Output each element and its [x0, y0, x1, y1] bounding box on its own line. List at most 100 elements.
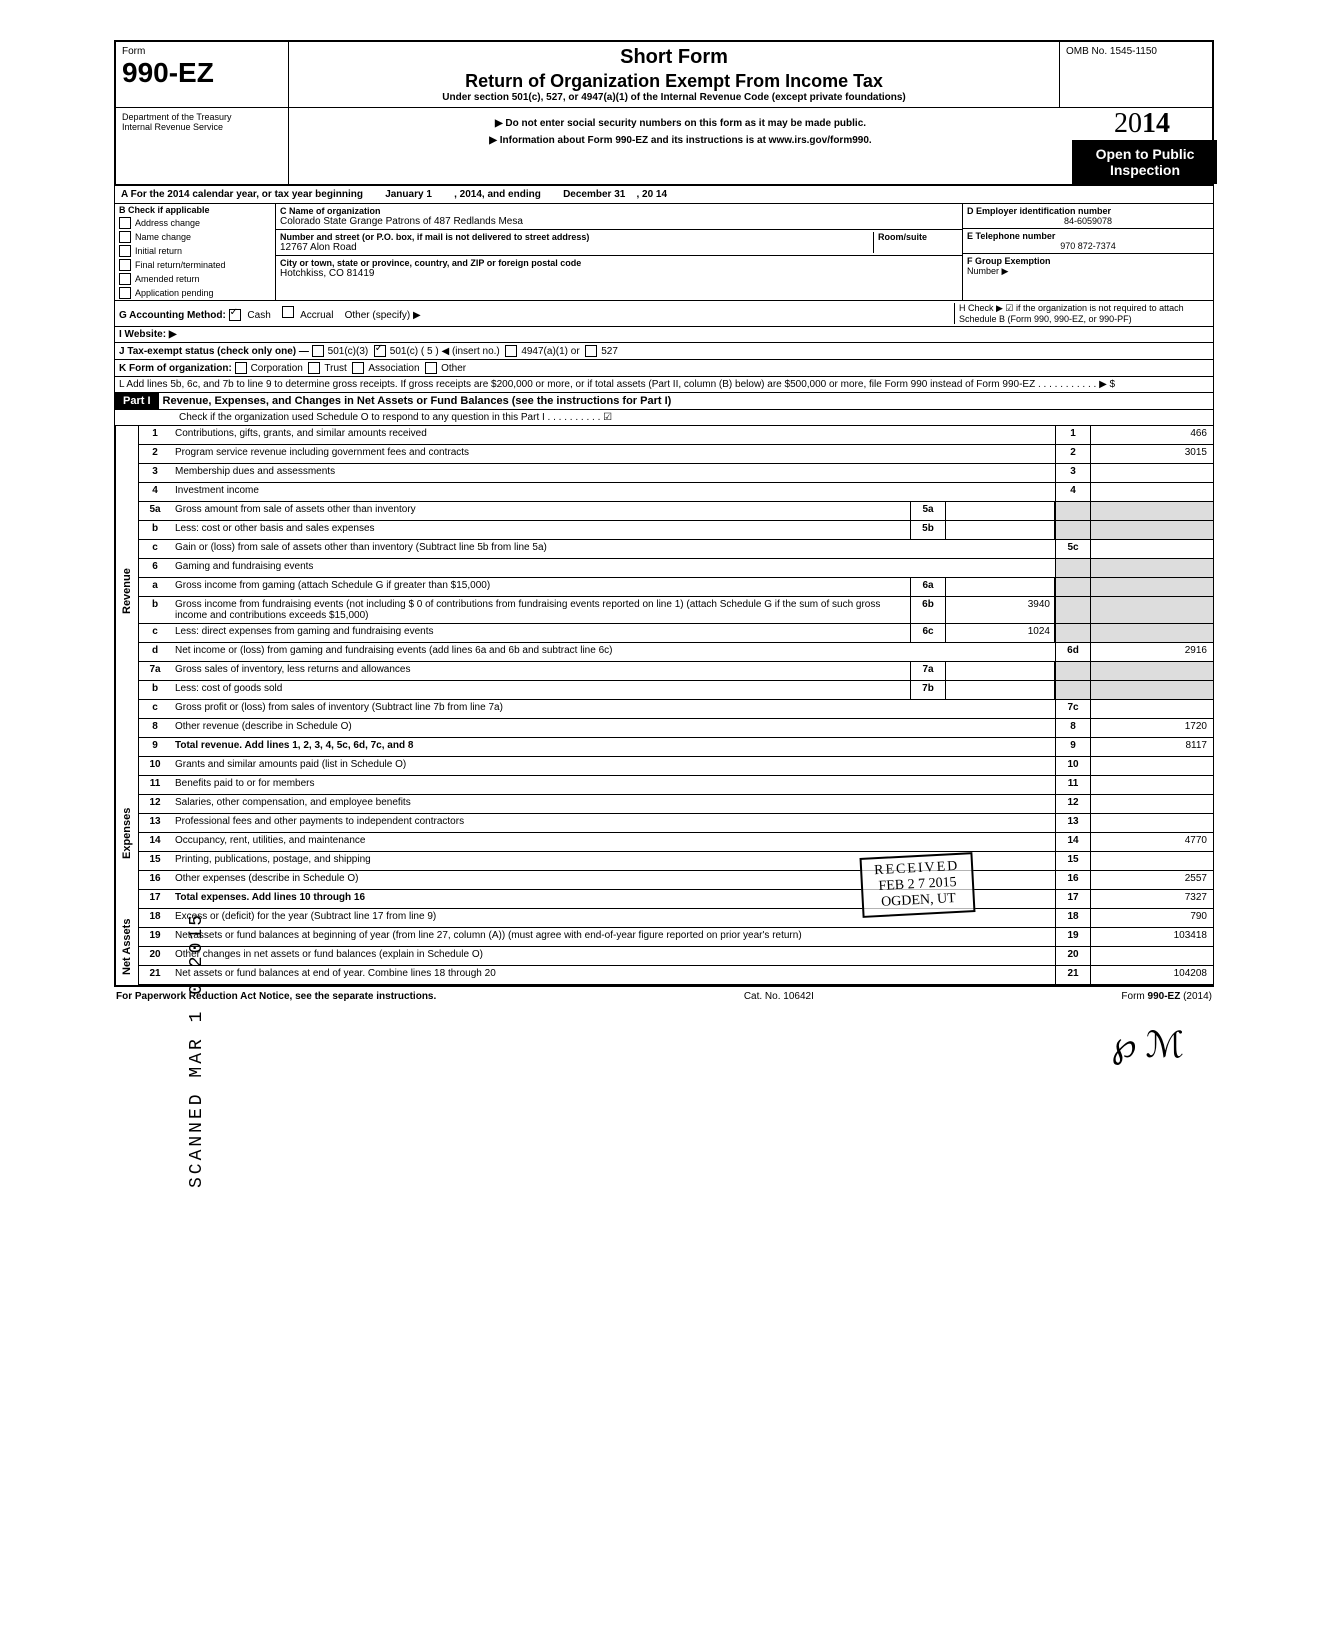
ty-mid: , 2014, and ending — [454, 189, 541, 200]
checkbox-grid: B Check if applicable Address change Nam… — [114, 204, 1214, 301]
open-public: Open to Public Inspection — [1072, 140, 1217, 184]
title-box: Short Form Return of Organization Exempt… — [289, 42, 1060, 107]
d-label: D Employer identification number — [967, 206, 1209, 216]
j-a1: 4947(a)(1) or — [521, 346, 579, 357]
b-label: B Check if applicable — [115, 204, 275, 216]
addr-row: Number and street (or P.O. box, if mail … — [276, 230, 962, 256]
revenue-label: Revenue — [115, 426, 138, 757]
k-other: Other — [441, 363, 466, 374]
footer-row: For Paperwork Reduction Act Notice, see … — [114, 985, 1214, 1006]
return-title: Return of Organization Exempt From Incom… — [293, 71, 1055, 92]
j-row: J Tax-exempt status (check only one) — 5… — [114, 343, 1214, 360]
form-990ez: SCANNED MAR 1 0 2015 Form 990-EZ Short F… — [114, 40, 1214, 1006]
e-cell: E Telephone number 970 872-7374 — [963, 229, 1213, 254]
f-label: F Group Exemption — [967, 256, 1209, 266]
dept-box: Department of the Treasury Internal Reve… — [116, 108, 289, 184]
g-accrual-chk[interactable] — [282, 306, 294, 318]
expenses-section: Expenses 10Grants and similar amounts pa… — [114, 757, 1214, 909]
f-cell: F Group Exemption Number ▶ — [963, 254, 1213, 279]
org-info: C Name of organization Colorado State Gr… — [276, 204, 962, 300]
part1-check-row: Check if the organization used Schedule … — [114, 410, 1214, 426]
k-assoc-chk[interactable] — [352, 362, 364, 374]
j-527: 527 — [601, 346, 618, 357]
chk-address[interactable]: Address change — [115, 216, 275, 230]
part1-label: Part I — [115, 393, 159, 409]
i-label: I Website: ▶ — [119, 329, 177, 340]
room-label: Room/suite — [878, 232, 958, 242]
scanned-stamp: SCANNED MAR 1 0 2015 — [187, 912, 207, 1188]
j-c: 501(c) ( 5 ) ◀ (insert no.) — [390, 346, 500, 357]
g-label: G Accounting Method: — [119, 310, 226, 321]
arrow2: ▶ Information about Form 990-EZ and its … — [293, 135, 1068, 146]
k-corp: Corporation — [251, 363, 303, 374]
k-trust-chk[interactable] — [308, 362, 320, 374]
part1-row: Part I Revenue, Expenses, and Changes in… — [114, 393, 1214, 410]
omb-box: OMB No. 1545-1150 — [1060, 42, 1212, 107]
ty-end: December 31 — [563, 189, 625, 200]
k-assoc: Association — [368, 363, 419, 374]
netassets-section: Net Assets 18Excess or (deficit) for the… — [114, 909, 1214, 985]
revenue-section: Revenue 1Contributions, gifts, grants, a… — [114, 426, 1214, 757]
check-col: B Check if applicable Address change Nam… — [115, 204, 276, 300]
arrow1: ▶ Do not enter social security numbers o… — [293, 118, 1068, 129]
g-cash: Cash — [247, 310, 270, 321]
footer-mid: Cat. No. 10642I — [744, 991, 814, 1002]
g-other: Other (specify) ▶ — [345, 310, 421, 321]
signature: ℘ ℳ — [1111, 1024, 1184, 1066]
l-text: L Add lines 5b, 6c, and 7b to line 9 to … — [119, 379, 1115, 390]
i-row: I Website: ▶ — [114, 327, 1214, 343]
expenses-label: Expenses — [115, 757, 138, 909]
j-c3: 501(c)(3) — [328, 346, 369, 357]
j-label: J Tax-exempt status (check only one) — — [119, 346, 309, 357]
g-cash-chk[interactable] — [229, 309, 241, 321]
c-row: C Name of organization Colorado State Gr… — [276, 204, 962, 230]
addr-label: Number and street (or P.O. box, if mail … — [280, 232, 873, 242]
footer-right: Form 990-EZ (2014) — [1121, 991, 1212, 1002]
ty-a: A For the 2014 calendar year, or tax yea… — [121, 189, 363, 200]
k-other-chk[interactable] — [425, 362, 437, 374]
revenue-lines: 1Contributions, gifts, grants, and simil… — [138, 426, 1214, 757]
header-row: Form 990-EZ Short Form Return of Organiz… — [114, 40, 1214, 108]
chk-name[interactable]: Name change — [115, 230, 275, 244]
k-corp-chk[interactable] — [235, 362, 247, 374]
j-527-chk[interactable] — [585, 345, 597, 357]
ty-suffix: , 20 14 — [636, 189, 667, 200]
d-cell: D Employer identification number 84-6059… — [963, 204, 1213, 229]
phone: 970 872-7374 — [967, 241, 1209, 251]
irs: Internal Revenue Service — [122, 122, 282, 132]
omb-number: OMB No. 1545-1150 — [1066, 46, 1206, 57]
c-label: C Name of organization — [280, 206, 958, 216]
j-c-chk[interactable] — [374, 345, 386, 357]
e-label: E Telephone number — [967, 231, 1209, 241]
netassets-lines: 18Excess or (deficit) for the year (Subt… — [138, 909, 1214, 985]
org-name: Colorado State Grange Patrons of 487 Red… — [280, 216, 958, 227]
ein: 84-6059078 — [967, 216, 1209, 226]
short-form: Short Form — [293, 46, 1055, 69]
netassets-label: Net Assets — [115, 909, 138, 985]
part1-title: Revenue, Expenses, and Changes in Net As… — [159, 393, 676, 409]
year: 20201414 — [1072, 108, 1212, 140]
part1-check: Check if the organization used Schedule … — [119, 412, 612, 423]
j-c3-chk[interactable] — [312, 345, 324, 357]
chk-pending[interactable]: Application pending — [115, 286, 275, 300]
chk-final[interactable]: Final return/terminated — [115, 258, 275, 272]
form-label-box: Form 990-EZ — [116, 42, 289, 107]
form-prefix: Form — [122, 46, 282, 57]
chk-initial[interactable]: Initial return — [115, 244, 275, 258]
g-row: G Accounting Method: Cash Accrual Other … — [114, 301, 1214, 327]
right-boxes: D Employer identification number 84-6059… — [962, 204, 1213, 300]
tax-year-row: A For the 2014 calendar year, or tax yea… — [114, 186, 1214, 204]
k-trust: Trust — [324, 363, 346, 374]
j-a1-chk[interactable] — [505, 345, 517, 357]
chk-amended[interactable]: Amended return — [115, 272, 275, 286]
l-row: L Add lines 5b, 6c, and 7b to line 9 to … — [114, 377, 1214, 393]
f-label2: Number ▶ — [967, 266, 1209, 277]
city-label: City or town, state or province, country… — [280, 258, 958, 268]
h-text: H Check ▶ ☑ if the organization is not r… — [954, 303, 1209, 324]
g-accrual: Accrual — [300, 310, 333, 321]
ty-begin: January 1 — [385, 189, 432, 200]
city-row: City or town, state or province, country… — [276, 256, 962, 281]
form-number: 990-EZ — [122, 57, 282, 89]
city: Hotchkiss, CO 81419 — [280, 268, 958, 279]
expenses-lines: 10Grants and similar amounts paid (list … — [138, 757, 1214, 909]
